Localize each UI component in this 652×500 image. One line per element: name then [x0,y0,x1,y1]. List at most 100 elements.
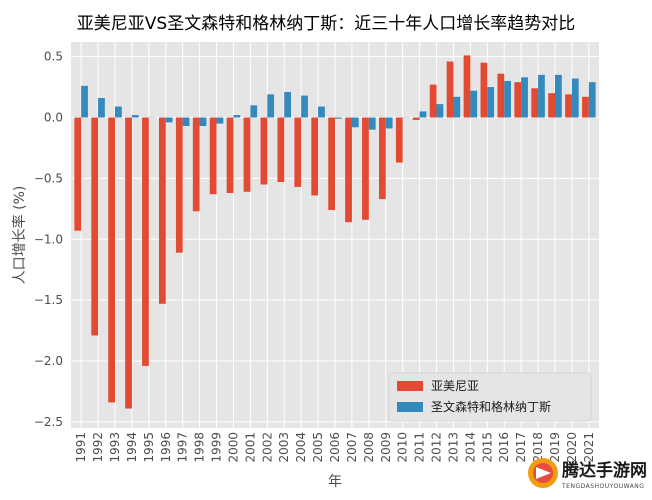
bar-svg-2014 [470,90,478,118]
x-tick-label: 2002 [260,432,274,463]
bar-armenia-2013 [446,61,454,118]
bar-armenia-1999 [209,117,217,195]
x-tick-label: 1997 [176,432,190,463]
bar-armenia-2006 [328,117,335,211]
x-tick-label: 1994 [125,432,139,463]
bar-armenia-2014 [463,55,471,118]
bar-svg-2001 [250,105,258,118]
x-tick-label: 1991 [74,432,88,463]
bar-svg-1997 [182,117,190,127]
x-tick-label: 2015 [480,432,494,463]
bar-svg-2003 [284,91,291,118]
watermark-subtext: TENGDASHOUYOUWANG [561,483,644,490]
y-tick-label: −1.5 [34,293,63,307]
y-tick-label: −0.5 [34,171,63,185]
bar-svg-2008 [368,117,376,130]
bar-svg-2016 [504,80,511,118]
bar-svg-2011 [419,111,427,118]
bar-armenia-1993 [108,117,115,403]
x-tick-label: 2007 [345,432,359,463]
x-tick-label: 2004 [294,432,308,463]
bar-svg-1998 [199,117,207,127]
bar-svg-2017 [521,77,528,118]
x-tick-label: 2009 [379,432,393,463]
y-tick-label: −1.0 [34,232,63,246]
x-tick-label: 1992 [91,432,105,463]
bar-armenia-2007 [345,117,352,223]
bar-svg-1991 [81,85,88,118]
bar-armenia-2009 [379,117,386,200]
x-tick-label: 2013 [446,432,460,463]
bar-armenia-2001 [243,117,251,192]
x-tick-label: 2019 [548,432,562,463]
x-tick-label: 1995 [142,432,156,463]
bars [74,55,596,409]
x-axis-ticks: 1991 1992 1993 1994 1995 1996 1997 1998 1999 2000… [74,432,596,463]
bar-svg-2005 [318,106,325,118]
legend: 亚美尼亚 圣文森特和格林纳丁斯 [388,372,592,422]
bar-armenia-2010 [395,117,403,163]
y-axis-ticks: 0.5 0.0 −0.5 −1.0 −1.5 −2.0 −2.5 [34,50,63,429]
bar-armenia-1994 [125,117,132,409]
bar-armenia-2002 [260,117,268,185]
y-tick-label: −2.0 [34,354,63,368]
chart-title: 亚美尼亚VS圣文森特和格林纳丁斯：近三十年人口增长率趋势对比 [77,14,575,34]
bar-svg-1994 [131,115,139,118]
legend-swatch-armenia [397,381,423,391]
y-axis-label: 人口增长率 (%) [11,186,28,285]
bar-svg-2020 [571,78,579,118]
x-tick-label: 2016 [497,432,511,463]
bar-armenia-2011 [412,117,420,120]
bar-armenia-1997 [175,117,183,253]
bar-armenia-2005 [311,117,319,196]
x-tick-label: 2008 [362,432,376,463]
x-tick-label: 2006 [328,432,342,463]
x-tick-label: 1998 [193,432,207,463]
x-tick-label: 2012 [430,432,444,463]
y-tick-label: 0.5 [44,50,63,64]
bar-armenia-2012 [429,84,437,118]
bar-armenia-1998 [192,117,200,212]
bar-svg-1992 [98,98,105,118]
y-tick-label: 0.0 [44,110,63,124]
bar-armenia-1992 [91,117,99,336]
bar-armenia-2004 [294,117,302,187]
watermark-text: 腾达手游网 [562,460,647,481]
x-tick-label: 2000 [226,432,240,463]
bar-armenia-2019 [548,93,555,118]
bar-armenia-2018 [531,88,539,118]
legend-label-svg: 圣文森特和格林纳丁斯 [431,399,551,414]
x-tick-label: 1993 [108,432,122,463]
x-tick-label: 1999 [210,432,224,463]
bar-svg-2021 [588,82,596,118]
x-tick-label: 2001 [243,432,257,463]
x-tick-label: 2018 [531,432,545,463]
bar-svg-2019 [555,74,562,118]
x-axis-label: 年 [328,474,342,490]
x-tick-label: 2003 [277,432,291,463]
bar-svg-1996 [165,117,173,123]
watermark-logo-icon [528,458,558,488]
bar-svg-2013 [453,96,461,118]
bar-armenia-2000 [226,117,234,193]
bar-armenia-2008 [362,117,369,220]
bar-armenia-2017 [514,82,522,118]
bar-svg-2006 [335,117,342,119]
watermark: 腾达手游网 TENGDASHOUYOUWANG [528,458,647,490]
y-tick-label: −2.5 [34,415,63,429]
bar-armenia-2003 [277,117,285,183]
x-tick-label: 2020 [565,432,579,463]
bar-svg-2018 [538,74,545,118]
bar-svg-2004 [301,95,308,118]
bar-armenia-2021 [582,96,589,118]
legend-label-armenia: 亚美尼亚 [431,379,479,393]
bar-svg-1999 [216,117,224,124]
legend-box [388,372,592,422]
x-tick-label: 1996 [159,432,173,463]
x-tick-label: 2017 [514,432,528,463]
bar-svg-2007 [351,117,359,128]
bar-svg-2009 [385,117,393,129]
x-tick-label: 2014 [463,432,477,463]
bar-svg-2002 [267,94,275,118]
bar-svg-2012 [436,104,444,118]
